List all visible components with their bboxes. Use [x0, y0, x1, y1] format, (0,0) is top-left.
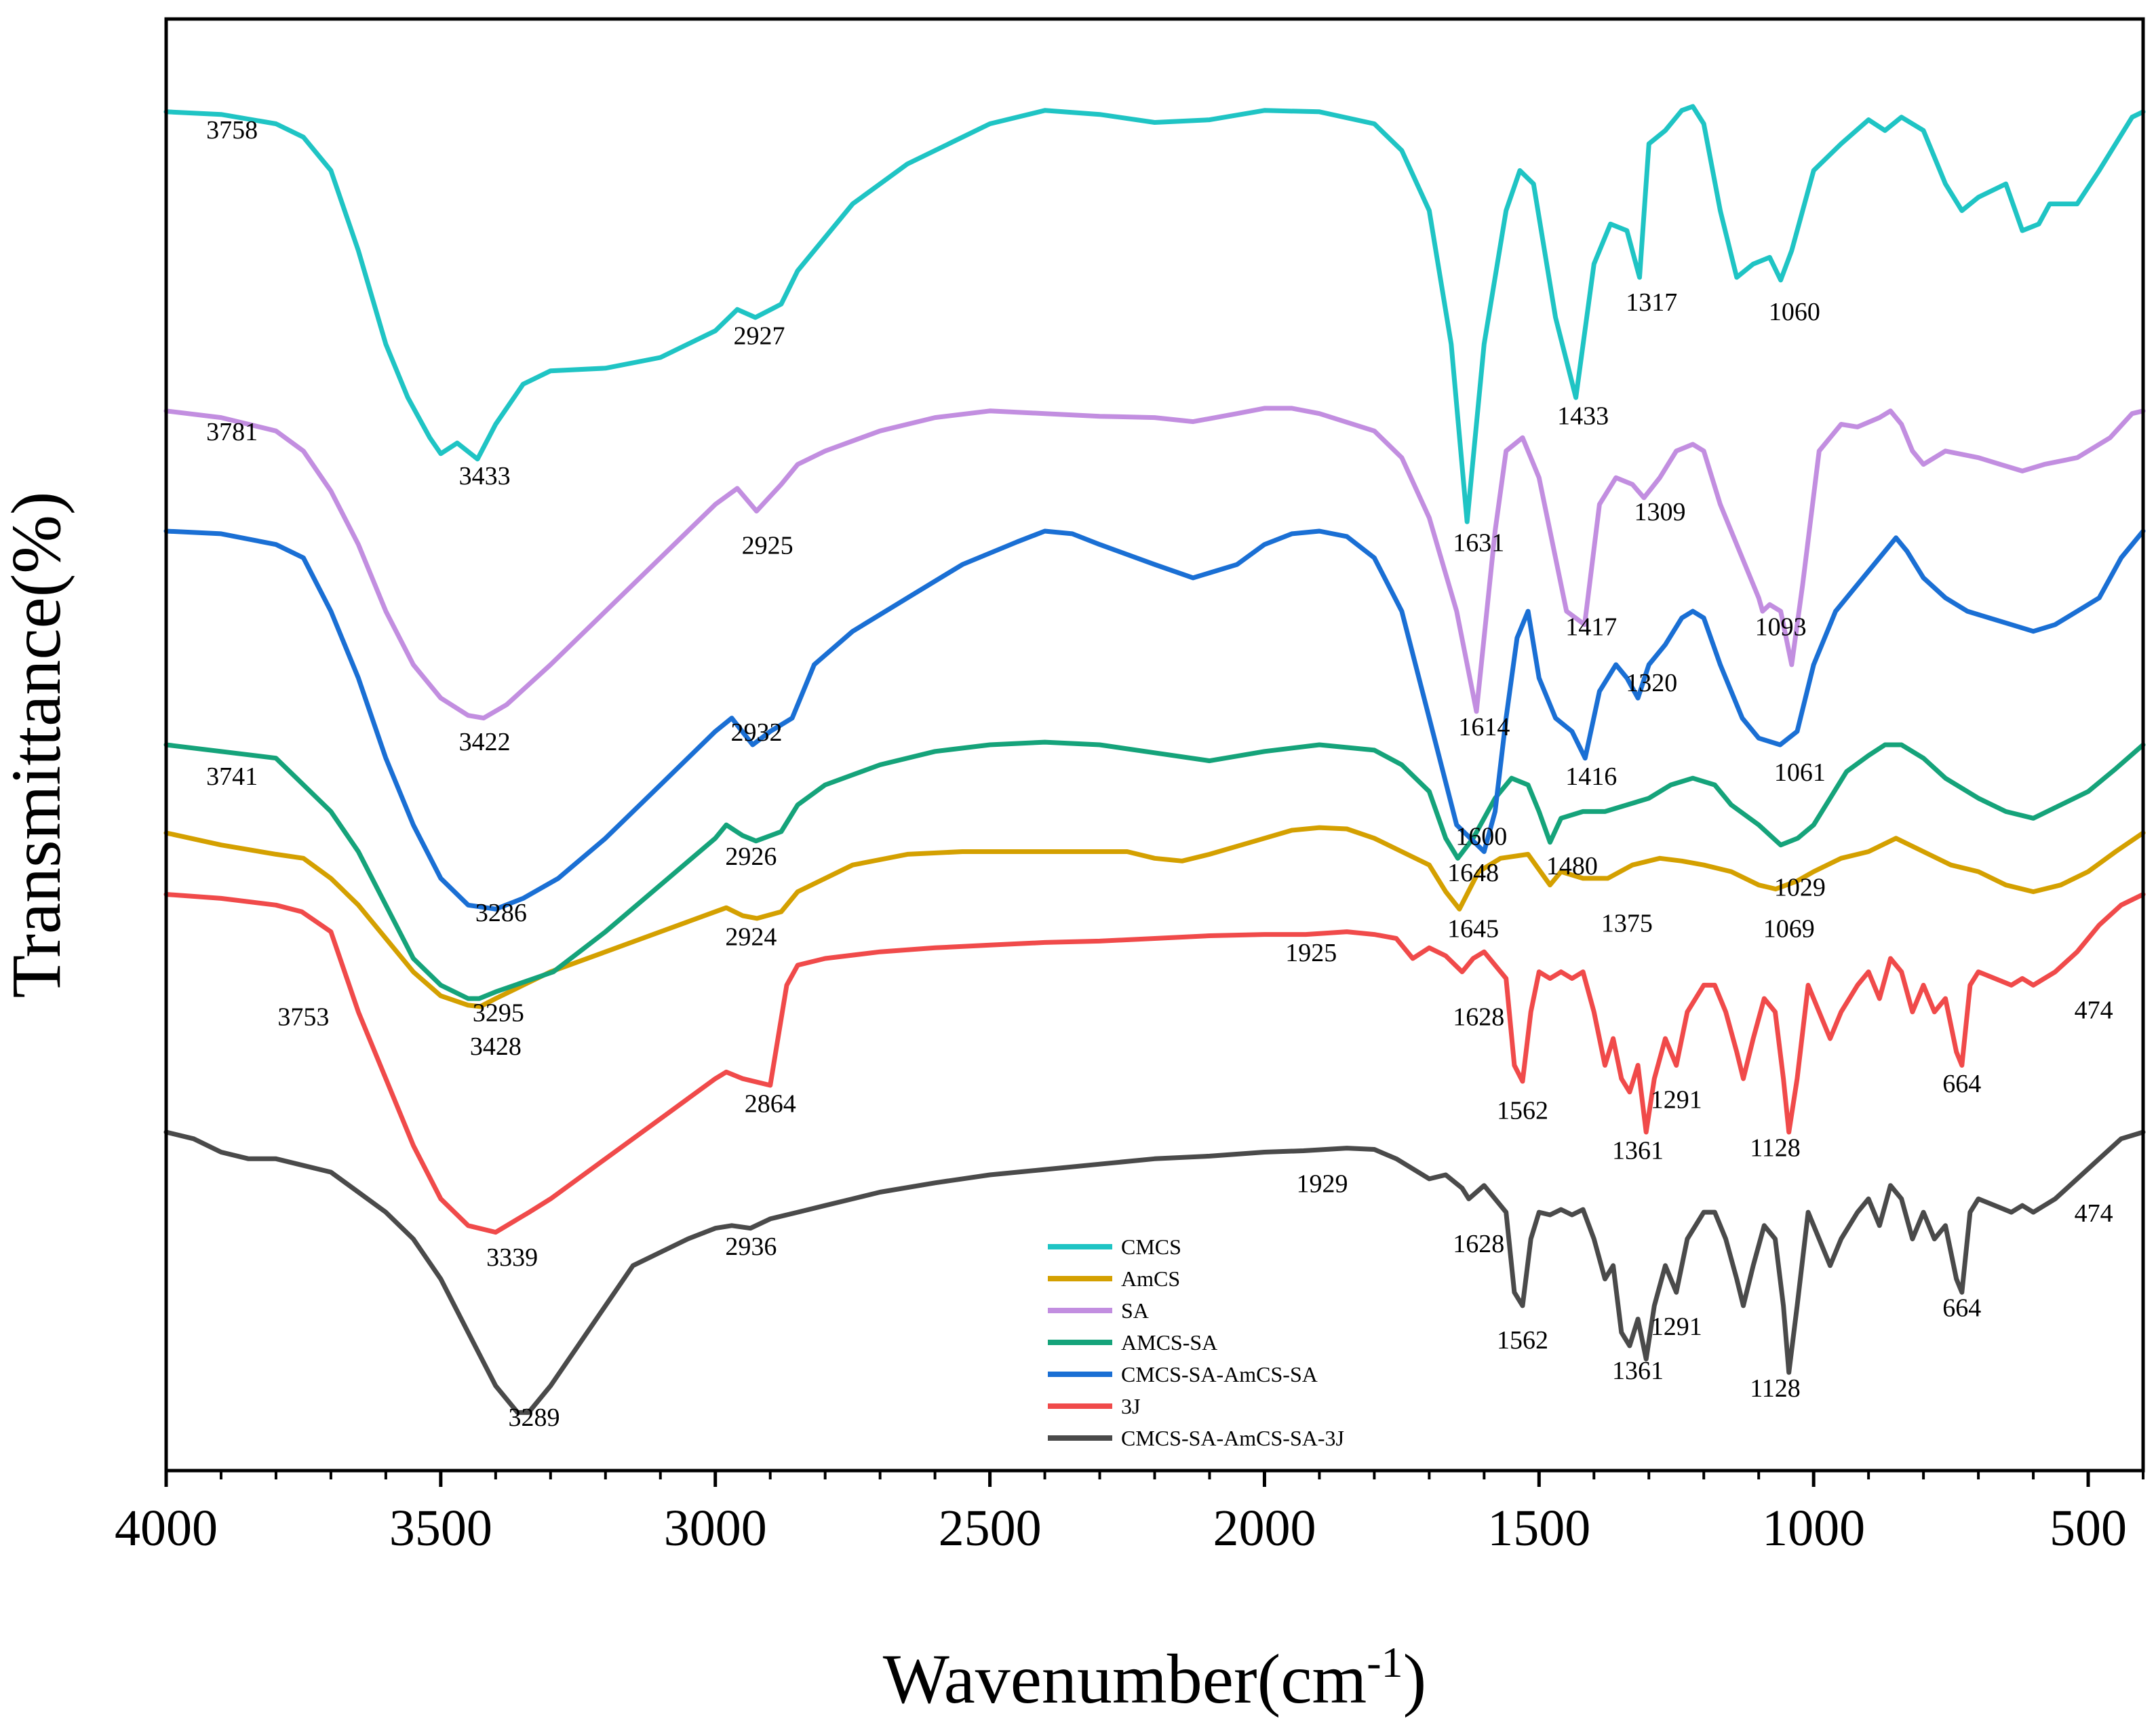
series-layer: [163, 104, 2146, 1415]
x-tick-label-1000: 1000: [1762, 1500, 1865, 1557]
legend-label: CMCS-SA-AmCS-SA: [1121, 1362, 1318, 1386]
legend-label: SA: [1121, 1298, 1149, 1323]
peak-label-1614: 1614: [1458, 713, 1510, 741]
legend: CMCS AmCS SA AMCS-SA CMCS-SA-AmCS-SA 3J CMCS-S…: [1048, 1235, 1344, 1450]
series-line-cmcs: [163, 104, 2146, 524]
legend-label: 3J: [1121, 1394, 1140, 1418]
peak-label-1061: 1061: [1774, 758, 1826, 787]
peak-label-1291: 1291: [1651, 1313, 1702, 1341]
peak-label-1029: 1029: [1774, 873, 1826, 901]
peak-label-664: 664: [1942, 1070, 1981, 1098]
peak-label-1069: 1069: [1763, 915, 1815, 944]
x-axis-ticks: 4000 3500 3000 2500 2000 1500 1000 500: [115, 1471, 2144, 1557]
peak-label-1309: 1309: [1634, 498, 1685, 526]
x-tick-label-500: 500: [2050, 1500, 2127, 1557]
peak-label-1361: 1361: [1612, 1357, 1664, 1385]
x-tick-label-2500: 2500: [939, 1500, 1042, 1557]
peak-label-2936: 2936: [725, 1233, 777, 1261]
peak-label-3289: 3289: [509, 1403, 560, 1432]
peak-label-1128: 1128: [1750, 1374, 1801, 1403]
series-line-cmcs-sa-amcs-sa: [163, 528, 2146, 912]
legend-label: CMCS: [1121, 1235, 1181, 1259]
peak-label-1317: 1317: [1626, 288, 1677, 317]
legend-label: AmCS: [1121, 1266, 1180, 1291]
peak-label-474: 474: [2075, 1199, 2113, 1228]
legend-label: AMCS-SA: [1121, 1330, 1217, 1355]
peak-label-1631: 1631: [1453, 529, 1504, 558]
peak-label-1433: 1433: [1557, 402, 1609, 430]
peak-label-1480: 1480: [1546, 852, 1598, 880]
legend-label: CMCS-SA-AmCS-SA-3J: [1121, 1426, 1344, 1450]
peak-label-1648: 1648: [1447, 859, 1499, 887]
peak-label-2926: 2926: [725, 842, 777, 871]
x-tick-label-2000: 2000: [1213, 1500, 1316, 1557]
x-tick-label-1500: 1500: [1487, 1500, 1590, 1557]
peak-label-3428: 3428: [470, 1032, 522, 1061]
peak-label-664: 664: [1942, 1294, 1981, 1323]
peak-label-3422: 3422: [459, 728, 511, 756]
peak-label-1562: 1562: [1497, 1096, 1548, 1125]
x-tick-label-4000: 4000: [115, 1500, 218, 1557]
peak-label-1600: 1600: [1455, 823, 1507, 851]
peak-label-1628: 1628: [1453, 1230, 1504, 1258]
y-axis-title: Transmittance(%): [0, 491, 75, 998]
peak-label-1361: 1361: [1612, 1136, 1664, 1165]
x-axis-title-sup: -1: [1367, 1638, 1403, 1686]
x-axis-title-end: ): [1403, 1640, 1427, 1718]
peak-label-2924: 2924: [725, 923, 777, 951]
peak-label-1645: 1645: [1447, 915, 1499, 944]
peak-label-3758: 3758: [206, 116, 258, 144]
peak-label-1093: 1093: [1755, 613, 1807, 642]
peak-annotations: 3758 3433 2927 1631 1433 1317 1060 3781 2925 3422…: [206, 116, 2113, 1432]
peak-label-2927: 2927: [734, 322, 785, 350]
series-line-cmcs-sa-amcs-sa-3j: [163, 1129, 2146, 1415]
peak-label-3781: 3781: [206, 418, 258, 446]
x-axis-title-main: Wavenumber(cm: [883, 1640, 1367, 1718]
peak-label-1128: 1128: [1750, 1133, 1801, 1162]
peak-label-1375: 1375: [1601, 910, 1653, 938]
x-axis-title: Wavenumber(cm-1): [883, 1638, 1426, 1718]
peak-label-3741: 3741: [206, 762, 258, 791]
series-line-amcs: [163, 825, 2146, 1009]
peak-label-1929: 1929: [1296, 1170, 1348, 1199]
peak-label-2864: 2864: [745, 1089, 796, 1118]
peak-label-2925: 2925: [742, 531, 793, 560]
peak-label-1060: 1060: [1769, 298, 1820, 326]
series-line-amcs-sa: [163, 739, 2146, 1001]
x-tick-label-3500: 3500: [389, 1500, 492, 1557]
peak-label-3753: 3753: [277, 1003, 329, 1031]
peak-label-1320: 1320: [1626, 669, 1677, 697]
series-line-3j: [163, 892, 2146, 1235]
peak-label-1925: 1925: [1285, 939, 1337, 967]
peak-label-3339: 3339: [486, 1243, 538, 1272]
peak-label-3295: 3295: [473, 999, 524, 1028]
peak-label-3433: 3433: [459, 462, 511, 490]
x-tick-label-3000: 3000: [664, 1500, 767, 1557]
series-line-sa: [163, 406, 2146, 721]
peak-label-1291: 1291: [1651, 1086, 1702, 1114]
peak-label-2932: 2932: [730, 718, 782, 747]
peak-label-474: 474: [2075, 996, 2113, 1025]
peak-label-1562: 1562: [1497, 1326, 1548, 1355]
peak-label-1628: 1628: [1453, 1003, 1504, 1031]
peak-label-1417: 1417: [1565, 613, 1617, 642]
peak-label-3286: 3286: [475, 899, 527, 927]
peak-label-1416: 1416: [1565, 762, 1617, 791]
